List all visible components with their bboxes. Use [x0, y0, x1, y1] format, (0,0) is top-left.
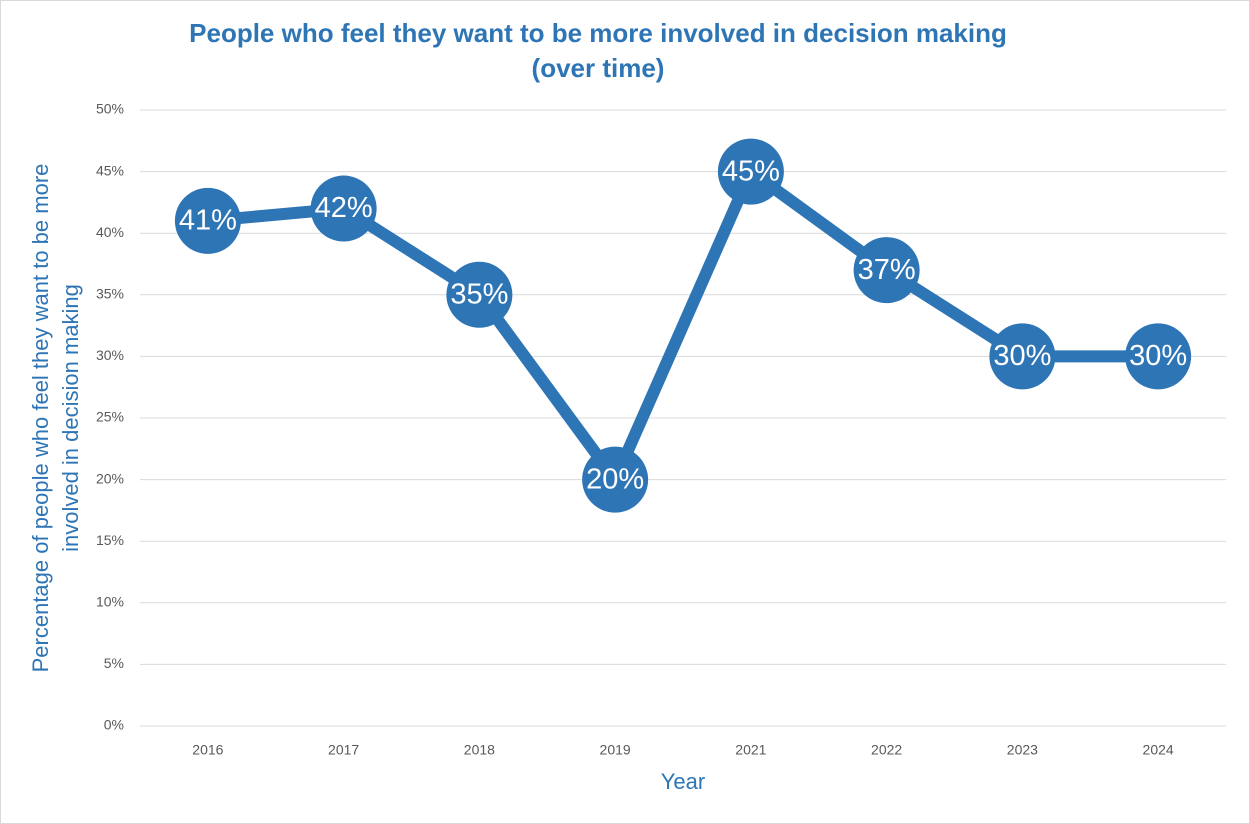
marker	[582, 446, 649, 513]
x-tick-label: 2024	[1143, 742, 1174, 758]
y-tick-label: 35%	[96, 286, 124, 302]
data-label: 41%	[179, 205, 237, 237]
y-tick-label: 5%	[104, 655, 124, 671]
marker	[989, 323, 1056, 390]
x-tick-label: 2018	[464, 742, 495, 758]
marker	[446, 261, 513, 328]
x-tick-label: 2022	[871, 742, 902, 758]
x-tick-label: 2023	[1007, 742, 1038, 758]
y-tick-label: 20%	[96, 470, 124, 486]
y-tick-label: 25%	[96, 409, 124, 425]
data-label: 30%	[1129, 340, 1187, 372]
x-axis-title: Year	[661, 769, 705, 794]
marker	[310, 175, 377, 242]
x-tick-label: 2021	[735, 742, 766, 758]
marker	[1125, 323, 1192, 390]
data-label: 45%	[722, 155, 780, 187]
y-axis-title: Percentage of people who feel they want …	[28, 164, 83, 673]
marker	[174, 187, 241, 254]
chart-title: (over time)	[532, 53, 665, 83]
y-tick-label: 45%	[96, 162, 124, 178]
chart-title: People who feel they want to be more inv…	[189, 18, 1007, 48]
data-label: 37%	[858, 254, 916, 286]
y-tick-label: 30%	[96, 347, 124, 363]
x-tick-label: 2019	[600, 742, 631, 758]
marker	[717, 138, 784, 205]
data-label: 35%	[450, 278, 508, 310]
y-tick-label: 40%	[96, 224, 124, 240]
data-label: 30%	[993, 340, 1051, 372]
x-tick-label: 2017	[328, 742, 359, 758]
y-tick-label: 15%	[96, 532, 124, 548]
data-label: 42%	[315, 192, 373, 224]
y-tick-label: 10%	[96, 594, 124, 610]
y-tick-label: 50%	[96, 101, 124, 117]
y-tick-label: 0%	[104, 717, 124, 733]
marker	[853, 237, 920, 304]
data-label: 20%	[586, 463, 644, 495]
y-axis-title-line: involved in decision making	[58, 284, 83, 552]
y-axis-title-line: Percentage of people who feel they want …	[28, 164, 53, 673]
x-tick-label: 2016	[192, 742, 223, 758]
